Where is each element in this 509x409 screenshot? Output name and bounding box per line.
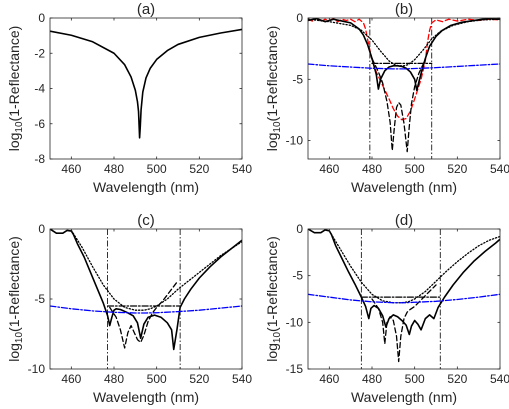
- axes-frame: [307, 228, 501, 370]
- series-line-3: [70, 229, 242, 311]
- x-tick-label: 460: [61, 162, 81, 176]
- series-line-2: [371, 284, 437, 363]
- y-tick-label: -10: [28, 362, 46, 376]
- y-tick-label: -5: [292, 269, 303, 283]
- panel-title: (c): [137, 212, 155, 229]
- panel-title: (d): [395, 212, 413, 229]
- x-tick-label: 500: [147, 162, 167, 176]
- plot-area: [50, 229, 242, 369]
- chart-panel-3: 460 480 500 520 540 0 -5 -10 (c) Wavelength (nm) l…: [6, 212, 252, 405]
- y-tick-label: 0: [38, 11, 45, 25]
- x-axis-label: Wavelength (nm): [351, 389, 457, 405]
- x-tick-label: 500: [147, 372, 167, 386]
- chart-panel-4: 460 480 500 520 540 0 -5 -10 -15 (d) Wavelength (n…: [264, 212, 509, 405]
- y-tick-label: -6: [34, 117, 45, 131]
- series-group: [50, 28, 242, 139]
- panel-title: (b): [395, 1, 413, 18]
- y-tick-label: -2: [34, 46, 45, 60]
- chart-panel-1: 460 480 500 520 540 0 -2 -4 -6 -8 (a) Wavelength (n…: [6, 1, 252, 195]
- x-tick-label: 520: [447, 372, 467, 386]
- series-line-3: [371, 57, 426, 153]
- x-tick-label: 460: [319, 162, 339, 176]
- series-line-4: [50, 305, 242, 314]
- series-line-3: [328, 230, 500, 304]
- series-group: [308, 18, 500, 153]
- series-group: [308, 229, 500, 363]
- x-tick-label: 520: [189, 372, 209, 386]
- x-tick-label: 540: [232, 162, 252, 176]
- y-tick-label: -15: [286, 362, 304, 376]
- x-tick-label: 460: [319, 372, 339, 386]
- series-line-4: [308, 18, 500, 67]
- x-tick-label: 500: [405, 372, 425, 386]
- x-tick-label: 480: [104, 372, 124, 386]
- plot-area: [50, 18, 242, 159]
- x-tick-label: 460: [61, 372, 81, 386]
- axes-frame: [307, 17, 501, 160]
- x-tick-label: 480: [104, 162, 124, 176]
- chart-panel-2: 460 480 500 520 540 0 -5 -10 (b) Wavelength (nm) l…: [264, 1, 509, 195]
- y-axis-label: log10(1-Reflectance): [264, 26, 283, 152]
- x-tick-label: 480: [362, 162, 382, 176]
- x-tick-label: 540: [232, 372, 252, 386]
- y-tick-label: -8: [34, 152, 45, 166]
- y-axis-label: log10(1-Reflectance): [6, 236, 25, 362]
- y-tick-label: -5: [292, 72, 303, 86]
- series-line-1: [50, 229, 242, 351]
- y-axis-label: log10(1-Reflectance): [6, 26, 25, 152]
- x-axis-label: Wavelength (nm): [93, 389, 199, 405]
- x-axis-label: Wavelength (nm): [93, 179, 199, 195]
- series-group: [50, 229, 242, 351]
- y-tick-label: -5: [34, 292, 45, 306]
- x-tick-label: 500: [405, 162, 425, 176]
- series-line-1: [308, 18, 500, 121]
- series-line-1: [50, 28, 242, 139]
- panel-title: (a): [137, 1, 155, 18]
- y-tick-label: 0: [296, 11, 303, 25]
- x-tick-label: 520: [189, 162, 209, 176]
- plot-area: [308, 229, 500, 369]
- y-tick-label: -10: [286, 315, 304, 329]
- y-tick-label: 0: [38, 222, 45, 236]
- y-axis-label: log10(1-Reflectance): [264, 236, 283, 362]
- y-tick-label: -4: [34, 82, 45, 96]
- x-tick-label: 520: [447, 162, 467, 176]
- series-line-5: [308, 63, 500, 70]
- x-tick-label: 480: [362, 372, 382, 386]
- x-tick-label: 540: [490, 162, 509, 176]
- x-axis-label: Wavelength (nm): [351, 179, 457, 195]
- y-tick-label: -10: [286, 134, 304, 148]
- series-line-4: [308, 293, 500, 304]
- plot-area: [308, 18, 500, 159]
- y-tick-label: 0: [296, 222, 303, 236]
- x-tick-label: 540: [490, 372, 509, 386]
